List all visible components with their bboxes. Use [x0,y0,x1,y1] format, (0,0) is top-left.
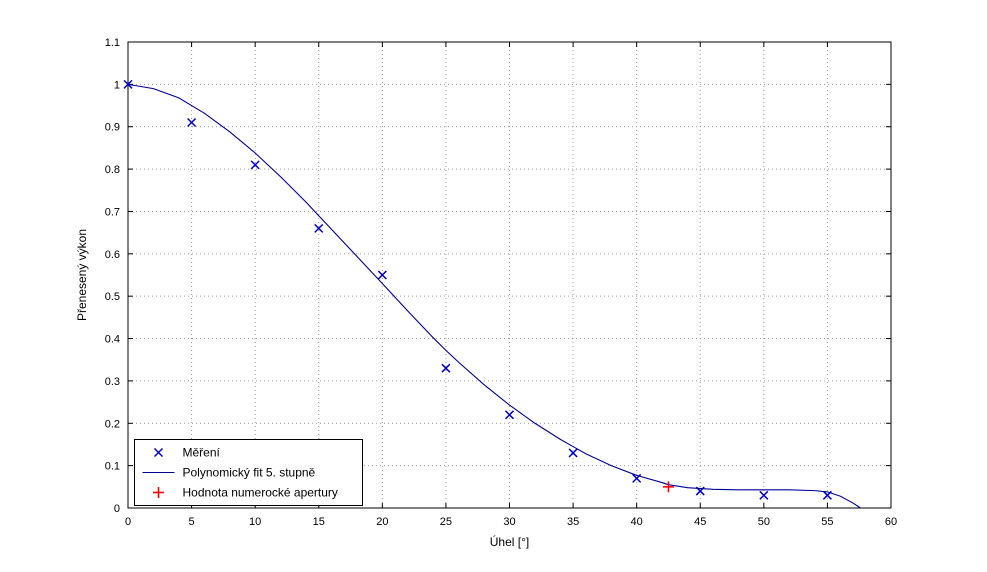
y-tick-label: 0.9 [105,122,120,134]
legend-x-marker [153,447,164,458]
y-tick-label: 0 [114,503,120,515]
y-tick-label: 0.2 [105,418,120,430]
x-tick-label: 20 [376,516,388,528]
y-tick-label: 0.8 [105,164,120,176]
measurement-marker [314,223,324,233]
y-tick-label: 0.6 [105,249,120,261]
legend-label: Měření [183,446,221,460]
x-tick-label: 15 [313,516,325,528]
x-tick-label: 10 [249,516,261,528]
x-tick-label: 25 [440,516,452,528]
y-tick-label: 1 [114,79,120,91]
measurement-marker [187,117,197,128]
x-tick-label: 30 [503,516,515,528]
y-tick-label: 0.7 [105,206,120,218]
y-tick-label: 0.1 [105,461,120,473]
x-tick-label: 35 [567,516,579,528]
x-tick-label: 45 [694,516,706,528]
legend-label: Hodnota numerocké apertury [183,486,338,500]
y-tick-label: 0.4 [105,334,120,346]
x-tick-label: 40 [631,516,643,528]
x-tick-label: 5 [189,516,195,528]
legend-label: Polynomický fit 5. stupně [183,466,316,480]
y-tick-label: 1.1 [105,37,120,49]
measurement-marker [377,270,387,280]
measurement-marker [504,410,515,420]
x-axis-title: Úhel [°] [490,534,529,549]
x-tick-label: 55 [821,516,833,528]
measurement-marker [759,490,769,500]
measurement-marker [441,363,451,373]
y-tick-label: 0.5 [105,291,120,303]
x-tick-label: 60 [885,516,897,528]
y-axis-title: Přenesený výkon [75,229,89,321]
measurement-marker [250,160,260,170]
x-tick-label: 50 [758,516,770,528]
fit-line [127,83,861,509]
y-tick-label: 0.3 [105,376,120,388]
x-tick-label: 0 [125,516,131,528]
measurement-marker [568,448,578,458]
